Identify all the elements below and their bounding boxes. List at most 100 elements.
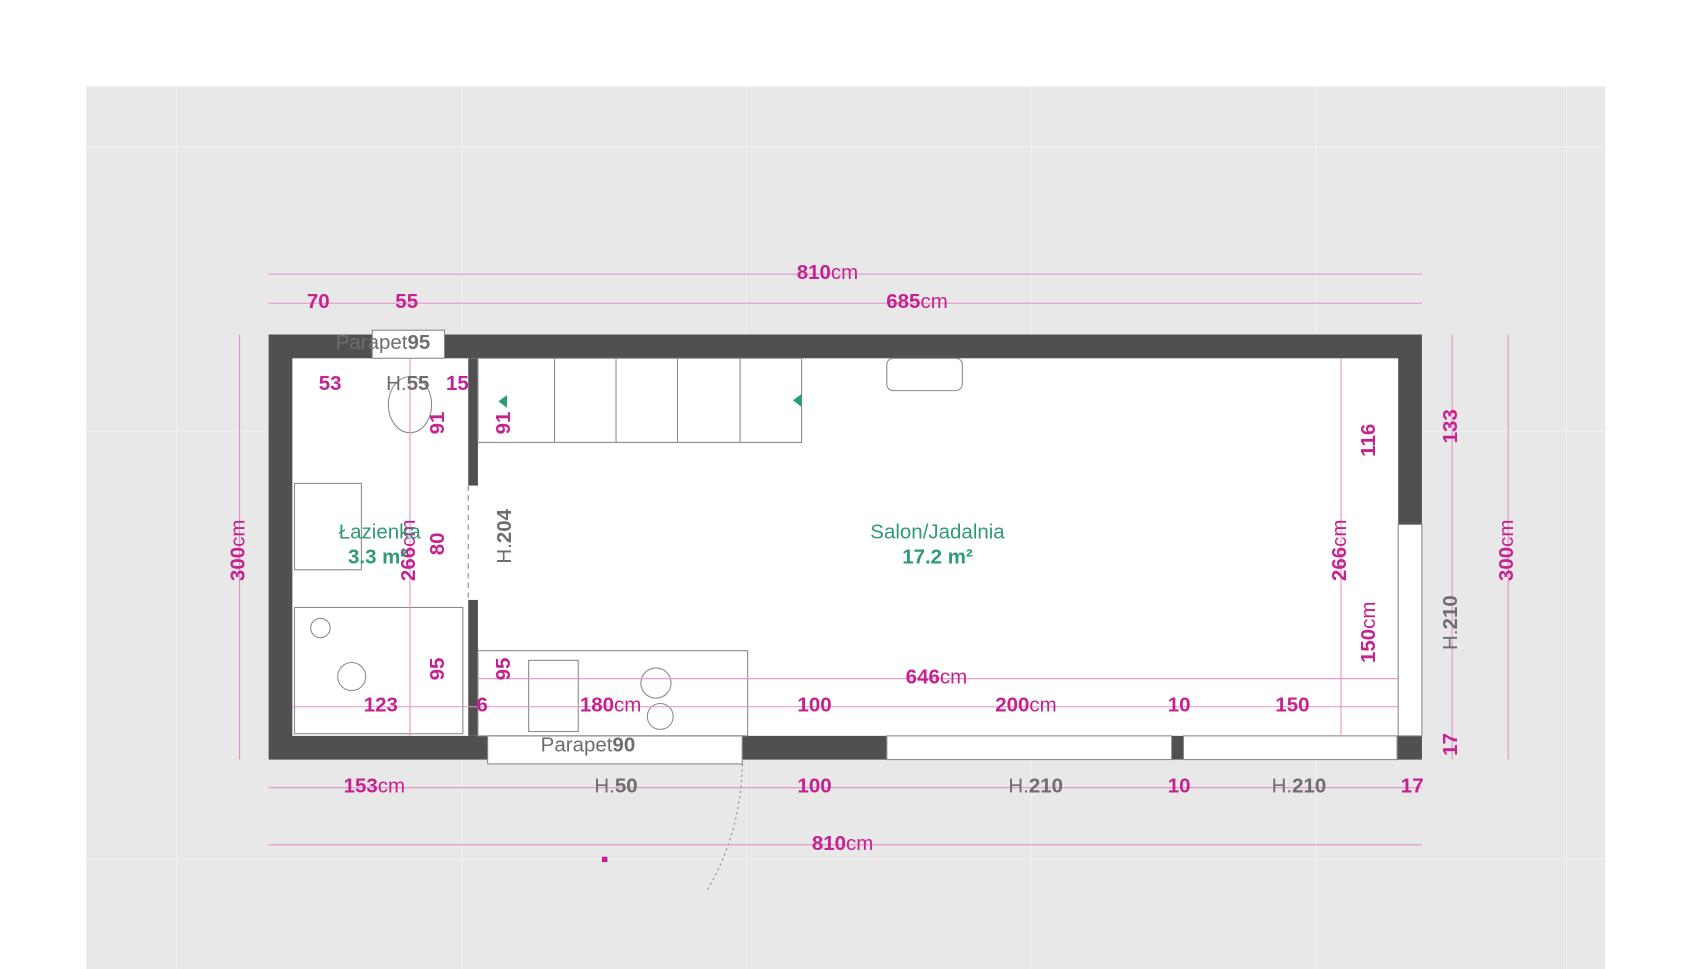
height-label: H.210 — [1008, 775, 1063, 798]
dimension-label: 95 — [492, 658, 515, 681]
label-part: 210 — [1440, 595, 1463, 629]
label-part: cm — [831, 262, 858, 285]
label-part: cm — [614, 694, 641, 717]
label-part: 810 — [797, 262, 831, 285]
label-part: H. — [594, 775, 614, 798]
label-part: 204 — [493, 508, 516, 543]
label-part: 55 — [395, 291, 418, 314]
dimension-label: 17 — [1440, 733, 1463, 756]
label-part: cm — [920, 291, 947, 314]
label-part: 100 — [797, 694, 831, 717]
label-part: 95 — [407, 332, 430, 355]
label-part: 10 — [1168, 775, 1191, 798]
label-part: 133 — [1440, 409, 1463, 443]
label-part: 300 — [227, 547, 250, 581]
dimension-label: 55 — [395, 291, 418, 314]
dimension-lines — [238, 273, 1509, 846]
dimension-label: 15 — [446, 373, 469, 396]
dimension-label: 685cm — [886, 291, 948, 314]
dimension-label: 810cm — [812, 832, 873, 855]
label-part: cm — [1029, 694, 1056, 717]
label-part: 53 — [319, 373, 342, 396]
label-part: 116 — [1358, 424, 1381, 457]
label-part: H. — [1272, 775, 1293, 798]
dimension-label: 300cm — [1496, 520, 1519, 582]
label-part: Parapet — [336, 332, 408, 355]
dimension-label: 17 — [1401, 775, 1424, 798]
dimension-label: 91 — [426, 412, 449, 435]
room-area: 17.2 m² — [902, 545, 973, 568]
label-part: 10 — [1168, 694, 1191, 717]
fixtures — [293, 357, 963, 892]
label-part: 153 — [344, 775, 378, 798]
label-part: 6 — [477, 694, 488, 717]
dimension-label: 300cm — [227, 520, 250, 582]
walls — [268, 329, 1423, 765]
label-part: 55 — [407, 373, 430, 396]
label-part: cm — [1496, 520, 1519, 547]
dimension-label: 10 — [1168, 694, 1191, 717]
label-part: 266 — [1328, 547, 1351, 581]
dimension-label: 10 — [1168, 775, 1191, 798]
room-area: 3.3 m² — [348, 545, 407, 568]
label-part: 150 — [1275, 694, 1309, 717]
label-part: 150 — [1358, 629, 1381, 663]
height-label: H.210 — [1440, 595, 1463, 650]
label-part: 91 — [426, 412, 449, 435]
dimension-label: 70 — [307, 291, 330, 314]
dimension-label: 6 — [477, 694, 488, 717]
label-part: cm — [1358, 602, 1381, 629]
height-label: H.50 — [594, 775, 637, 798]
label-part: 685 — [886, 291, 920, 314]
label-part: cm — [1328, 520, 1351, 547]
dimension-label: 150 — [1275, 694, 1309, 717]
parapet-label: Parapet95 — [336, 332, 431, 355]
label-part: 300 — [1496, 547, 1519, 581]
label-part: 95 — [426, 658, 449, 681]
label-part: 50 — [615, 775, 638, 798]
label-part: 95 — [492, 658, 515, 681]
label-part: 15 — [446, 373, 469, 396]
dimension-label: 100 — [797, 775, 831, 798]
height-label: H.55 — [386, 373, 429, 396]
room-name: Salon/Jadalnia — [870, 520, 1005, 543]
label-part: H. — [1008, 775, 1029, 798]
height-label: H.204 — [493, 508, 516, 563]
parapet-label: Parapet90 — [541, 734, 636, 757]
dimension-label: 200cm — [995, 694, 1057, 717]
dimension-label: 810cm — [797, 262, 859, 285]
label-part: 17 — [1401, 775, 1424, 798]
dimension-label: 180cm — [580, 694, 642, 717]
label-part: 80 — [426, 532, 449, 555]
dimension-label: 133 — [1440, 409, 1463, 443]
room-name: Łazienka — [339, 520, 422, 543]
label-part: H. — [386, 373, 406, 396]
dimension-label: 266cm — [1328, 520, 1351, 582]
height-label: H.210 — [1272, 775, 1327, 798]
label-part: cm — [397, 520, 420, 547]
dimension-label: 80 — [426, 532, 449, 555]
dimension-label: 100 — [797, 694, 831, 717]
label-part: 210 — [1029, 775, 1063, 798]
dimension-label: 53 — [319, 373, 342, 396]
label-part: cm — [846, 832, 873, 855]
dimension-label: 150cm — [1358, 602, 1381, 663]
label-part: 90 — [612, 734, 635, 757]
label-part: 180 — [580, 694, 614, 717]
dimension-label: 116 — [1358, 424, 1381, 457]
dimension-label: 95 — [426, 658, 449, 681]
dimension-label: 91 — [492, 412, 515, 435]
dimension-label: 266cm — [397, 520, 420, 582]
label-part: 17 — [1440, 733, 1463, 756]
label-part: 210 — [1292, 775, 1326, 798]
label-part: Parapet — [541, 734, 613, 757]
label-part: cm — [940, 666, 967, 689]
label-part: 100 — [797, 775, 831, 798]
label-part: 123 — [364, 694, 398, 717]
dimension-label: 646cm — [906, 666, 968, 689]
dimension-label: 153cm — [344, 775, 406, 798]
label-part: cm — [378, 775, 405, 798]
